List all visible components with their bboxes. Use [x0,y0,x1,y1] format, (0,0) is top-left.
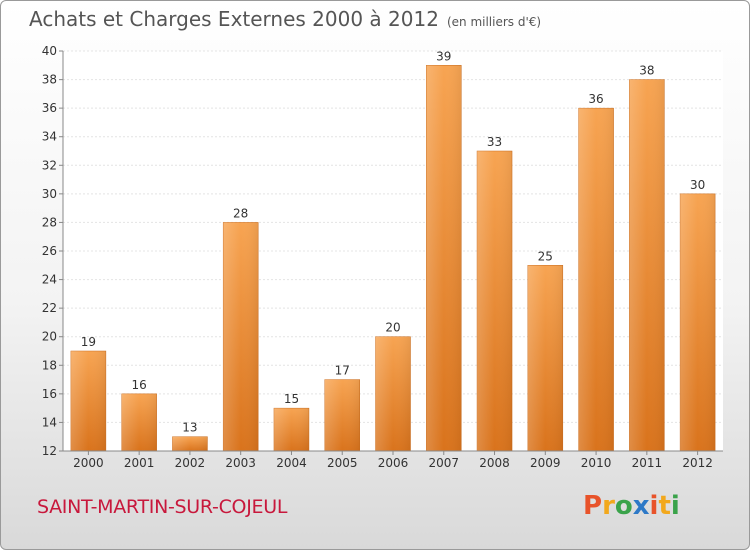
x-tick-label: 2002 [175,456,206,470]
title-unit: (en milliers d'€) [446,15,542,29]
commune-name: SAINT-MARTIN-SUR-COJEUL [37,496,288,518]
x-tick-label: 2003 [225,456,256,470]
x-tick-label: 2007 [428,456,459,470]
y-tick-label: 18 [42,358,57,372]
y-tick-label: 30 [42,187,57,201]
y-tick-label: 26 [42,244,57,258]
logo-letter: x [632,491,650,521]
bar-shine-2012 [680,193,716,451]
chart-title: Achats et Charges Externes 2000 à 2012 (e… [29,7,541,31]
y-tick-label: 36 [42,101,57,115]
bars [70,65,716,452]
x-tick-label: 2011 [632,456,663,470]
y-tick-label: 32 [42,158,57,172]
labels: 2000 19 2001 16 2002 13 2003 28 2004 15 2005 17 2006… [73,49,713,470]
y-tick-label: 24 [42,273,57,287]
x-tick-label: 2006 [378,456,409,470]
y-tick-label: 16 [42,387,57,401]
bar-shine-2002 [172,436,208,451]
bar-shine-2007 [426,65,462,452]
bar-shine-2000 [70,351,106,451]
bar-shine-2008 [477,151,513,451]
data-label: 36 [588,92,603,106]
bar-shine-2005 [324,379,360,451]
x-tick-label: 2001 [124,456,155,470]
y-tick-label: 34 [42,130,57,144]
x-tick-label: 2009 [530,456,561,470]
bar-shine-2010 [578,108,614,452]
bar-shine-2009 [527,265,563,451]
axes: 12 14 16 18 20 22 24 26 28 30 32 34 36 38 40 [42,44,723,458]
data-label: 17 [335,364,350,378]
y-tick-label: 28 [42,215,57,229]
bar-shine-2011 [629,79,665,452]
bar-shine-2004 [273,408,309,451]
data-label: 38 [639,64,654,78]
x-tick-label: 2000 [73,456,104,470]
logo-letter: r [602,491,615,521]
y-tick-label: 38 [42,73,57,87]
data-label: 19 [81,335,96,349]
data-label: 39 [436,49,451,63]
data-label: 15 [284,392,299,406]
logo-letter: i [649,491,659,521]
y-tick-label: 40 [42,44,57,58]
logo-letter: o [614,491,633,521]
y-tick-label: 12 [42,444,57,458]
data-label: 33 [487,135,502,149]
data-label: 30 [690,178,705,192]
x-tick-label: 2010 [581,456,612,470]
data-label: 16 [132,378,147,392]
logo-letter: P [583,491,603,521]
logo-letter: t [658,491,671,521]
title-text: Achats et Charges Externes 2000 à 2012 [29,7,439,31]
logo-letter: i [670,491,680,521]
data-label: 13 [182,421,197,435]
x-tick-label: 2004 [276,456,307,470]
bar-shine-2001 [121,393,157,451]
x-tick-label: 2008 [479,456,510,470]
y-tick-label: 22 [42,301,57,315]
x-tick-label: 2005 [327,456,358,470]
data-label: 28 [233,206,248,220]
y-tick-label: 20 [42,330,57,344]
proxiti-logo: Proxiti [583,491,680,521]
data-label: 20 [385,321,400,335]
x-tick-label: 2012 [682,456,713,470]
y-tick-label: 14 [42,415,57,429]
bar-shine-2003 [223,222,259,451]
data-label: 25 [538,249,553,263]
bar-shine-2006 [375,336,411,451]
